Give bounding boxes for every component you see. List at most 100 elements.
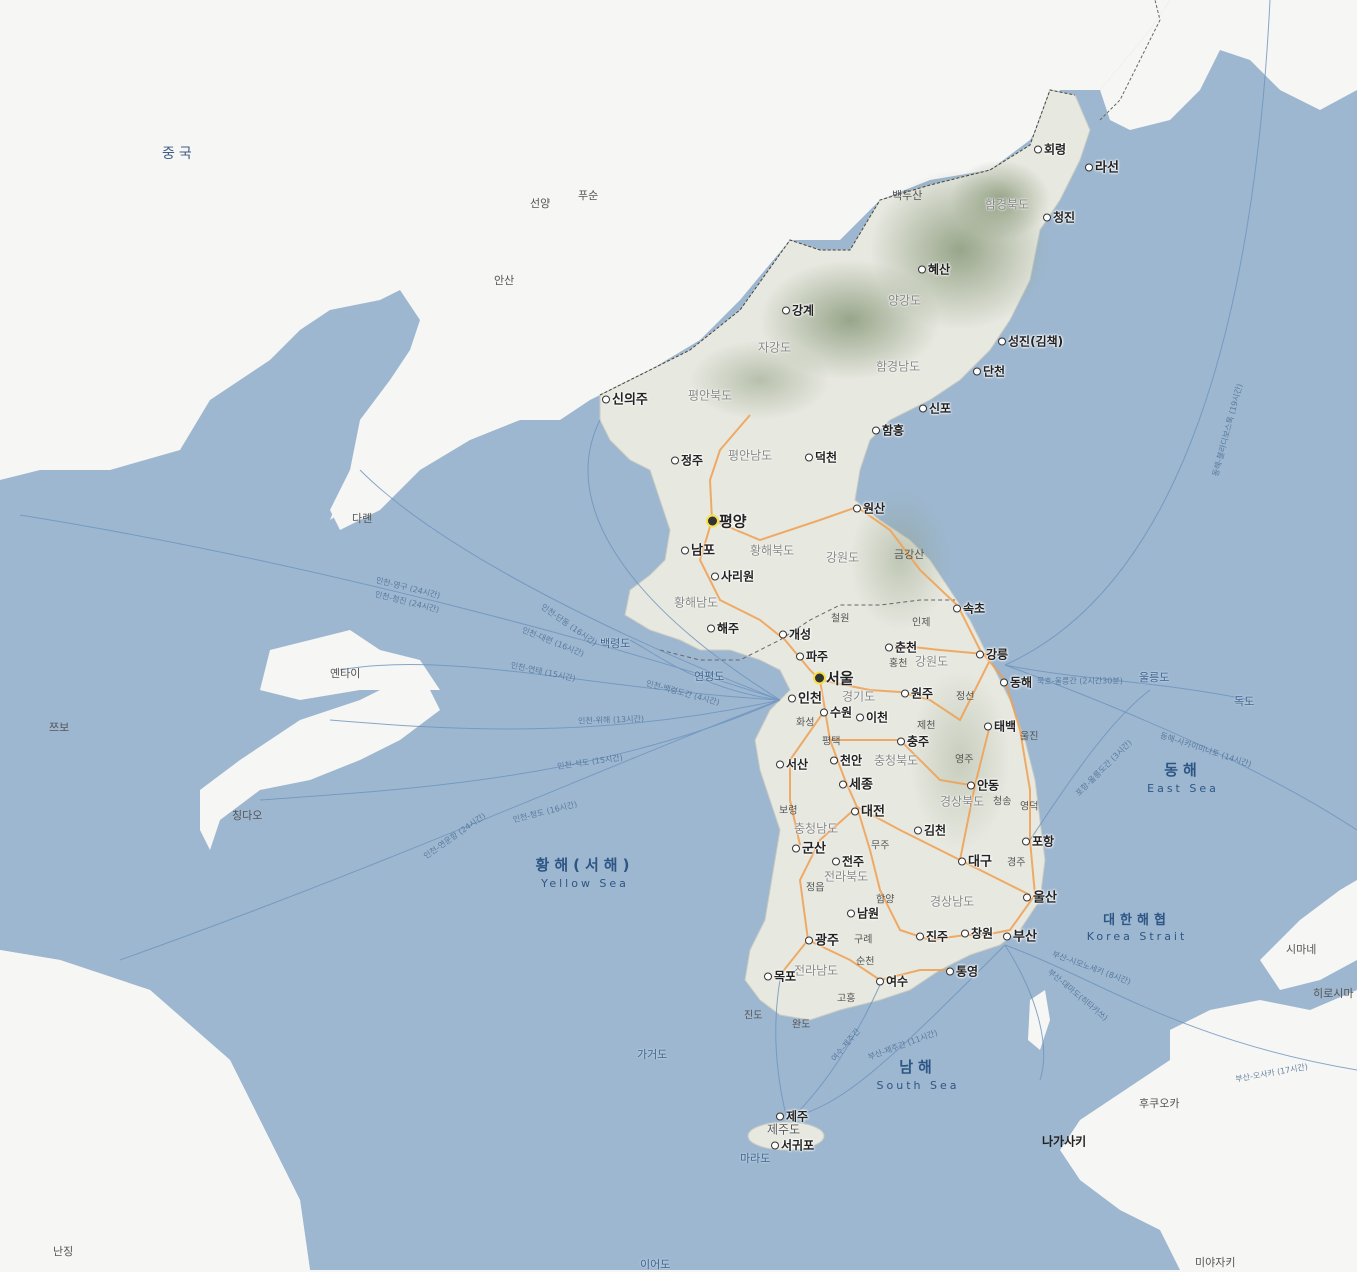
city-marker-icon bbox=[953, 604, 961, 612]
city-label: 원산 bbox=[863, 501, 886, 516]
city-marker-icon bbox=[782, 306, 790, 314]
city-marker-icon bbox=[916, 932, 924, 940]
city-andong[interactable]: 안동 bbox=[967, 777, 999, 794]
city-label: 원주 bbox=[911, 686, 934, 701]
city-tongyeong[interactable]: 통영 bbox=[946, 963, 978, 980]
city-daejeon[interactable]: 대전 bbox=[851, 801, 885, 820]
city-daegu[interactable]: 대구 bbox=[958, 851, 992, 870]
sea-label-south: 남해 South Sea bbox=[877, 1056, 960, 1092]
city-incheon[interactable]: 인천 bbox=[788, 688, 822, 707]
city-cheonan[interactable]: 천안 bbox=[830, 752, 862, 769]
city-label: 강계 bbox=[792, 303, 815, 318]
japan-land bbox=[1060, 990, 1357, 1270]
place-pyeongtaek: 평택 bbox=[822, 736, 841, 748]
city-rason[interactable]: 라선 bbox=[1085, 157, 1119, 176]
prov-jagangdo: 자강도 bbox=[758, 340, 792, 355]
shandong-north bbox=[260, 630, 440, 700]
city-label: 평양 bbox=[719, 512, 747, 531]
prov-hamgyeongnamdo: 함경남도 bbox=[876, 359, 921, 374]
city-marker-icon bbox=[681, 546, 689, 554]
city-mokpo[interactable]: 목포 bbox=[764, 968, 796, 985]
city-jeonju[interactable]: 전주 bbox=[832, 853, 864, 870]
city-changwon[interactable]: 창원 bbox=[961, 925, 993, 942]
city-seoul[interactable]: 서울 bbox=[815, 668, 854, 689]
city-donghae[interactable]: 동해 bbox=[1000, 674, 1032, 691]
city-nampo[interactable]: 남포 bbox=[681, 540, 715, 559]
city-marker-icon bbox=[1022, 837, 1030, 845]
city-sokcho[interactable]: 속초 bbox=[953, 600, 985, 617]
city-label: 울산 bbox=[1033, 890, 1057, 906]
prov-hwanghaebukdo: 황해북도 bbox=[750, 543, 795, 558]
city-gunsan[interactable]: 군산 bbox=[792, 838, 826, 857]
city-suwon[interactable]: 수원 bbox=[820, 704, 852, 721]
city-tokchon[interactable]: 덕천 bbox=[805, 449, 837, 466]
city-pyongyang[interactable]: 평양 bbox=[708, 511, 747, 532]
place-fushun: 푸순 bbox=[578, 189, 599, 202]
sea-en: East Sea bbox=[1147, 782, 1219, 795]
place-cheongsong: 청송 bbox=[993, 796, 1012, 808]
city-chungju[interactable]: 충주 bbox=[897, 733, 929, 750]
city-seogwipo[interactable]: 서귀포 bbox=[771, 1137, 814, 1154]
city-gangneung[interactable]: 강릉 bbox=[976, 646, 1008, 663]
city-marker-icon bbox=[805, 936, 813, 944]
city-icheon[interactable]: 이천 bbox=[856, 709, 888, 726]
prov-jejudo: 제주도 bbox=[767, 1122, 801, 1137]
city-hoeryong[interactable]: 회령 bbox=[1034, 141, 1066, 158]
city-marker-icon bbox=[984, 722, 992, 730]
city-marker-icon bbox=[1043, 213, 1051, 221]
city-chuncheon[interactable]: 춘천 bbox=[885, 639, 917, 656]
city-songjin[interactable]: 성진(김책) bbox=[998, 333, 1063, 350]
prov-pyeongannamdo: 평안남도 bbox=[728, 448, 773, 463]
place-hwaseong: 화성 bbox=[796, 717, 815, 729]
city-label: 수원 bbox=[830, 705, 853, 720]
city-paju[interactable]: 파주 bbox=[796, 648, 828, 665]
sea-label-east: 동해 East Sea bbox=[1147, 759, 1219, 795]
city-marker-icon bbox=[671, 456, 679, 464]
city-namwon[interactable]: 남원 bbox=[847, 905, 879, 922]
city-gwangju[interactable]: 광주 bbox=[805, 930, 839, 949]
city-jeju[interactable]: 제주 bbox=[776, 1108, 808, 1125]
city-marker-icon bbox=[776, 760, 784, 768]
city-jongju[interactable]: 정주 bbox=[671, 452, 703, 469]
city-busan[interactable]: 부산 bbox=[1003, 926, 1037, 945]
city-wonju[interactable]: 원주 bbox=[901, 685, 933, 702]
city-label: 제주 bbox=[786, 1109, 809, 1124]
city-sariwon[interactable]: 사리원 bbox=[711, 568, 754, 585]
city-sejong[interactable]: 세종 bbox=[839, 774, 873, 793]
sea-en: Yellow Sea bbox=[541, 877, 629, 890]
prov-gyeongsangnamdo: 경상남도 bbox=[930, 894, 975, 909]
place-gyeongju: 경주 bbox=[1007, 857, 1026, 869]
place-zibo: 쯔보 bbox=[49, 721, 70, 734]
city-taebaek[interactable]: 태백 bbox=[984, 718, 1016, 735]
city-pohang[interactable]: 포항 bbox=[1022, 833, 1054, 850]
city-kaesong[interactable]: 개성 bbox=[779, 626, 811, 643]
city-marker-icon bbox=[847, 909, 855, 917]
city-hyesan[interactable]: 혜산 bbox=[918, 261, 950, 278]
city-marker-icon bbox=[853, 504, 861, 512]
island-ieodo: 이어도 bbox=[640, 1258, 671, 1271]
city-hamhung[interactable]: 함흥 bbox=[872, 422, 904, 439]
city-seosan[interactable]: 서산 bbox=[776, 756, 808, 773]
city-marker-icon bbox=[1000, 678, 1008, 686]
city-label: 창원 bbox=[971, 926, 994, 941]
city-label: 청진 bbox=[1053, 210, 1076, 225]
city-wonsan[interactable]: 원산 bbox=[853, 500, 885, 517]
place-geumgangsan: 금강산 bbox=[894, 548, 925, 561]
island-baengnyeongdo: 백령도 bbox=[600, 637, 631, 650]
city-sinpo[interactable]: 신포 bbox=[919, 400, 951, 417]
city-marker-icon bbox=[967, 781, 975, 789]
city-marker-icon bbox=[796, 652, 804, 660]
city-haeju[interactable]: 해주 bbox=[707, 620, 739, 637]
city-yeosu[interactable]: 여수 bbox=[876, 973, 908, 990]
city-sinuiju[interactable]: 신의주 bbox=[602, 389, 648, 408]
city-gimcheon[interactable]: 김천 bbox=[914, 822, 946, 839]
city-marker-icon bbox=[918, 265, 926, 273]
city-label: 여수 bbox=[886, 974, 909, 989]
city-ulsan[interactable]: 울산 bbox=[1023, 887, 1057, 906]
city-chongjin[interactable]: 청진 bbox=[1043, 209, 1075, 226]
city-kanggye[interactable]: 강계 bbox=[782, 302, 814, 319]
city-marker-icon bbox=[851, 807, 859, 815]
city-jinju[interactable]: 진주 bbox=[916, 928, 948, 945]
city-tanchon[interactable]: 단천 bbox=[973, 363, 1005, 380]
